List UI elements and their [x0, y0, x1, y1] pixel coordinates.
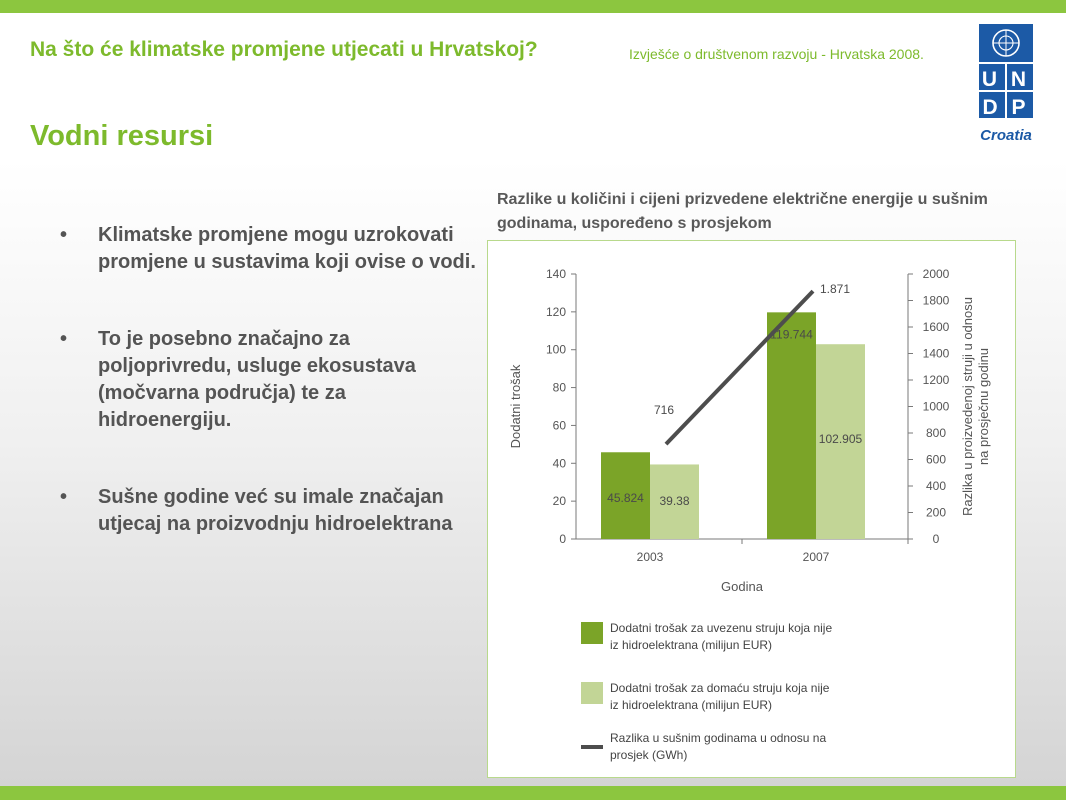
y-tick-label: 60: [553, 418, 567, 432]
y-tick-label: 120: [546, 305, 566, 319]
legend-swatch: [581, 622, 603, 644]
legend-label-line: Razlika u sušnim godinama u odnosu na: [610, 731, 826, 745]
legend-label-line: Dodatni trošak za uvezenu struju koja ni…: [610, 621, 832, 635]
undp-logo: U N D P Croatia: [978, 24, 1034, 144]
bar-data-label: 102.905: [819, 432, 863, 446]
y2-tick-label: 0: [933, 532, 940, 546]
y2-tick-label: 1000: [923, 400, 950, 414]
y-tick-label: 0: [559, 532, 566, 546]
y2-tick-label: 400: [926, 479, 946, 493]
y2-tick-label: 1200: [923, 373, 950, 387]
bullet-list: • Klimatske promjene mogu uzrokovati prom…: [60, 222, 480, 588]
report-title: Izvješće o društvenom razvoju - Hrvatska…: [629, 46, 924, 62]
legend-swatch: [581, 682, 603, 704]
y2-tick-label: 200: [926, 506, 946, 520]
logo-letters-bottom: D P: [982, 96, 1029, 119]
y2-tick-label: 1600: [923, 320, 950, 334]
y-tick-label: 20: [553, 494, 567, 508]
y-tick-label: 100: [546, 343, 566, 357]
y2-axis-title: Razlika u proizvedenoj struji u odnosuna…: [960, 297, 991, 516]
y2-tick-label: 1800: [923, 294, 950, 308]
x-tick-label: 2007: [803, 550, 830, 564]
y-axis-title: Dodatni trošak: [508, 364, 523, 448]
logo-country: Croatia: [980, 127, 1032, 144]
bottom-band: [0, 786, 1066, 800]
slide-title: Vodni resursi: [30, 120, 214, 152]
y-tick-label: 40: [553, 456, 567, 470]
chart: 0204060801001201400200400600800100012001…: [508, 267, 991, 762]
y2-tick-label: 1400: [923, 347, 950, 361]
chart-caption: Razlike u količini i cijeni prizvedene e…: [497, 191, 988, 232]
bar-2: [816, 344, 865, 539]
bullet-dot: •: [60, 224, 68, 246]
bar-data-label: 45.824: [607, 491, 644, 505]
line-data-label: 1.871: [820, 282, 850, 296]
y2-tick-label: 2000: [923, 267, 950, 281]
line-data-label: 716: [654, 403, 674, 417]
bar-data-label: 39.38: [659, 494, 689, 508]
x-axis-title: Godina: [721, 579, 764, 594]
un-emblem-icon: [992, 29, 1020, 57]
series-line: [664, 289, 815, 446]
top-band: [0, 0, 1066, 13]
legend-label: Razlika u sušnim godinama u odnosu na pro…: [610, 731, 826, 762]
y2-tick-label: 800: [926, 426, 946, 440]
bullet-dot: •: [60, 328, 68, 350]
logo-letters-top: U N: [982, 68, 1030, 91]
y-tick-label: 80: [553, 381, 567, 395]
bullet-item: • To je posebno značajno za poljoprivredu…: [60, 326, 480, 434]
header-title: Na što će klimatske promjene utjecati u …: [30, 38, 538, 61]
bar-data-label: 119.744: [770, 327, 813, 341]
bullet-item: • Klimatske promjene mogu uzrokovati prom…: [60, 222, 480, 276]
legend-label: Dodatni trošak za domaću struju koja nij…: [610, 681, 830, 712]
y-tick-label: 140: [546, 267, 566, 281]
x-tick-label: 2003: [637, 550, 664, 564]
chart-panel: 0 20 40 60 80 100 120 140 0 200 400 600 800 1000 1200 1…: [487, 240, 1016, 778]
bullet-item: • Sušne godine već su imale značajan utje…: [60, 484, 480, 538]
bar-1: [767, 312, 816, 539]
bar-2: [650, 464, 699, 539]
bullet-text: Klimatske promjene mogu uzrokovati promj…: [98, 224, 476, 273]
legend-label-line: Dodatni trošak za domaću struju koja nij…: [610, 681, 830, 695]
y2-axis-title-line: Razlika u proizvedenoj struji u odnosu: [960, 297, 975, 516]
bullet-text: To je posebno značajno za poljoprivredu,…: [98, 328, 416, 431]
legend-label-line: iz hidroelektrana (milijun EUR): [610, 638, 772, 652]
bullet-text: Sušne godine već su imale značajan utjec…: [98, 486, 453, 535]
legend-label-line: iz hidroelektrana (milijun EUR): [610, 698, 772, 712]
bullet-dot: •: [60, 486, 68, 508]
y2-tick-label: 600: [926, 453, 946, 467]
legend-label-line: prosjek (GWh): [610, 748, 687, 762]
legend-label: Dodatni trošak za uvezenu struju koja ni…: [610, 621, 832, 652]
bar-1: [601, 452, 650, 539]
y2-axis-title-line: na prosječnu godinu: [976, 348, 991, 465]
